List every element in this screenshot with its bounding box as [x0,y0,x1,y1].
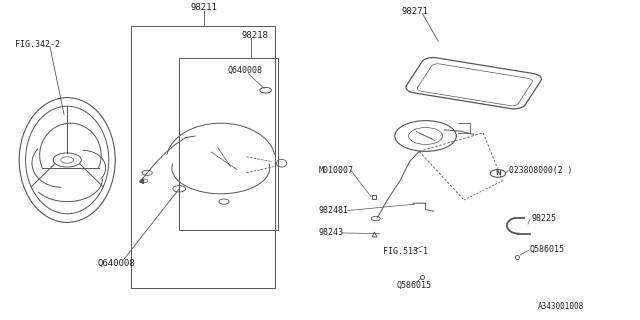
Text: 98225: 98225 [531,214,556,223]
Text: Q586015: Q586015 [530,244,565,253]
Text: 98271: 98271 [402,7,429,16]
Text: Q640008: Q640008 [97,259,135,268]
Text: 98243: 98243 [319,228,344,237]
Text: 023808000(2 ): 023808000(2 ) [509,166,573,175]
Text: M010007: M010007 [319,166,354,175]
Text: A343001008: A343001008 [538,302,584,311]
Text: 98218: 98218 [242,31,269,40]
Bar [131,26,275,288]
Text: Q586015: Q586015 [397,281,432,290]
Text: N: N [495,171,501,176]
Bar [179,58,278,230]
Text: 98248I: 98248I [319,206,349,215]
Text: 98211: 98211 [191,4,218,12]
Text: Q640008: Q640008 [227,66,262,75]
Text: FIG.342-2: FIG.342-2 [15,40,60,49]
Text: FIG.513-1: FIG.513-1 [383,247,428,256]
